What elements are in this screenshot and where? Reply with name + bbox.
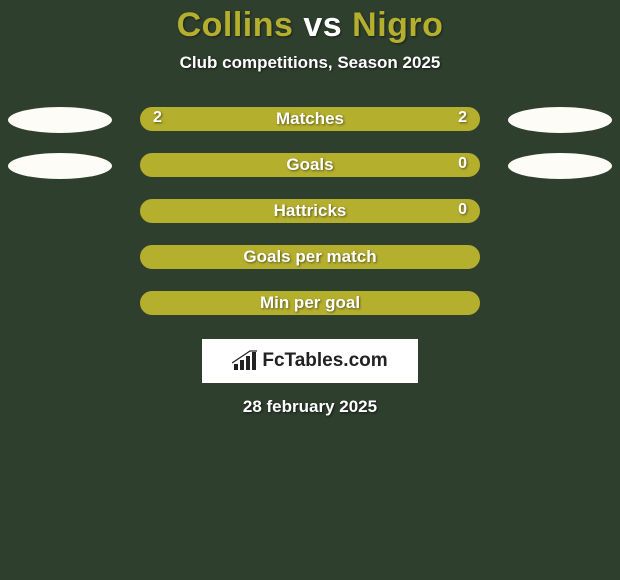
stat-bar: Hattricks0 [140, 199, 480, 223]
infographic-container: Collins vs Nigro Club competitions, Seas… [0, 0, 620, 580]
stat-row: Hattricks0 [0, 199, 620, 245]
player2-name: Nigro [352, 6, 443, 44]
logo-box: FcTables.com [202, 339, 418, 383]
stats-section: Matches22Goals0Hattricks0Goals per match… [0, 107, 620, 337]
stat-value-right: 2 [458, 109, 467, 127]
page-title: Collins vs Nigro [0, 0, 620, 45]
subtitle: Club competitions, Season 2025 [0, 53, 620, 73]
stat-label: Goals [141, 155, 479, 175]
stat-row: Goals per match [0, 245, 620, 291]
player2-badge [508, 107, 612, 133]
stat-bar: Min per goal [140, 291, 480, 315]
stat-value-left: 2 [153, 109, 162, 127]
logo-text: FcTables.com [262, 350, 387, 372]
stat-value-right: 0 [458, 201, 467, 219]
stat-label: Min per goal [141, 293, 479, 313]
stat-label: Hattricks [141, 201, 479, 221]
stat-row: Matches2 2 [0, 107, 620, 153]
vs-text: vs [303, 6, 342, 44]
stat-label: Matches [141, 109, 479, 129]
player1-badge [8, 107, 112, 133]
player2-badge [508, 153, 612, 179]
player1-name: Collins [177, 6, 294, 44]
stat-bar: Goals per match [140, 245, 480, 269]
stat-value-right: 0 [458, 155, 467, 173]
stat-bar: Goals0 [140, 153, 480, 177]
stat-row: Min per goal [0, 291, 620, 337]
logo: FcTables.com [232, 350, 387, 372]
player1-badge [8, 153, 112, 179]
stat-row: Goals0 [0, 153, 620, 199]
bar-chart-icon [232, 350, 258, 372]
stat-bar: Matches2 2 [140, 107, 480, 131]
date-text: 28 february 2025 [0, 397, 620, 417]
stat-label: Goals per match [141, 247, 479, 267]
